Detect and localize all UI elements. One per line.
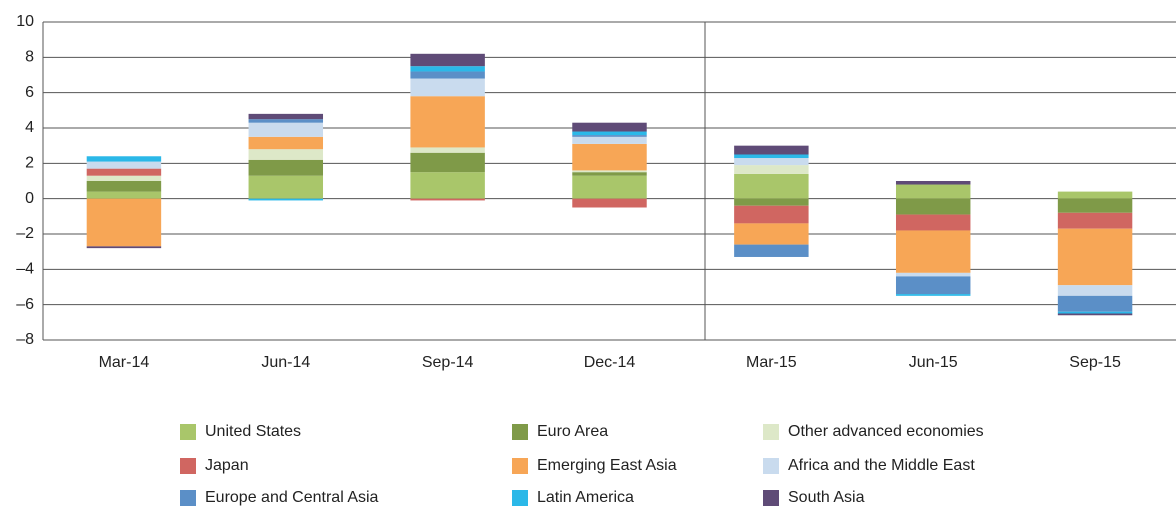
legend-label: Emerging East Asia [537, 457, 677, 474]
bar-segment [572, 143, 647, 171]
legend-swatch [763, 458, 779, 474]
y-tick-label: –8 [16, 331, 34, 348]
x-tick-label: Mar-14 [99, 354, 150, 371]
bar-segment [86, 161, 162, 169]
bar-segment [734, 158, 809, 166]
bar-segment [86, 246, 162, 249]
y-tick-label: 0 [25, 190, 34, 207]
bar-segment [410, 172, 485, 199]
bar-segment [734, 173, 809, 199]
legend-label: South Asia [788, 489, 865, 506]
bar-segment [572, 122, 647, 132]
bar-segment [86, 181, 162, 192]
bar-segment [734, 154, 809, 159]
bar-segment [734, 145, 809, 155]
y-tick-label: 6 [25, 84, 34, 101]
bar-segment [895, 294, 971, 296]
bar-segment [734, 223, 809, 245]
bar-segment [410, 71, 485, 79]
bar-segment [734, 198, 809, 206]
y-tick-label: 10 [16, 13, 34, 30]
bar-segment [86, 175, 162, 181]
bar-segment [734, 205, 809, 224]
x-tick-label: Sep-14 [422, 354, 474, 371]
legend-swatch [512, 458, 528, 474]
bar-segment [734, 244, 809, 257]
x-tick-label: Dec-14 [584, 354, 636, 371]
bar-segment [410, 152, 485, 173]
bar-segment [248, 113, 324, 120]
bar-segment [86, 168, 162, 176]
bar-segment [1057, 212, 1133, 229]
bar-segment [895, 272, 971, 277]
x-tick-label: Sep-15 [1069, 354, 1121, 371]
bar-segment [1057, 191, 1133, 199]
legend-swatch [512, 490, 528, 506]
bar-segment [895, 230, 971, 273]
legend-swatch [180, 490, 196, 506]
legend-label: Japan [205, 457, 249, 474]
bar-segment [1057, 198, 1133, 213]
x-tick-label: Jun-14 [261, 354, 310, 371]
bar-segment [248, 198, 324, 201]
x-tick-label: Jun-15 [909, 354, 958, 371]
bar-segment [895, 214, 971, 231]
bar-segment [248, 119, 324, 123]
bar-segment [410, 96, 485, 148]
bar-segment [86, 191, 162, 199]
bar-segment [734, 165, 809, 174]
y-tick-label: 2 [25, 155, 34, 172]
legend-swatch [763, 424, 779, 440]
bar-segment [410, 78, 485, 97]
bar-segment [248, 122, 324, 137]
bar-segment [572, 135, 647, 137]
bar-segment [572, 198, 647, 208]
bar-segment [248, 159, 324, 176]
legend-swatch [763, 490, 779, 506]
bar-segment [1057, 228, 1133, 286]
y-tick-label: 4 [25, 119, 34, 136]
y-tick-label: –6 [16, 296, 34, 313]
legend-swatch [180, 424, 196, 440]
legend-label: Euro Area [537, 423, 608, 440]
bar-segment [572, 136, 647, 144]
bar-segment [572, 131, 647, 136]
legend-label: Latin America [537, 489, 634, 506]
bar-segment [410, 66, 485, 72]
bar-segment [1057, 295, 1133, 312]
legend-label: Africa and the Middle East [788, 457, 975, 474]
legend-swatch [512, 424, 528, 440]
bar-segment [410, 147, 485, 153]
legend-swatch [180, 458, 196, 474]
bar-segment [410, 53, 485, 67]
bar-segment [86, 198, 162, 247]
bar-segment [1057, 285, 1133, 296]
bar-segment [895, 181, 971, 185]
bar-segment [1057, 311, 1133, 314]
bar-segment [1057, 313, 1133, 316]
legend-label: Europe and Central Asia [205, 489, 379, 506]
y-tick-label: –4 [16, 261, 34, 278]
bar-segment [895, 184, 971, 199]
bar-segment [572, 172, 647, 176]
legend-label: Other advanced economies [788, 423, 984, 440]
bar-segment [248, 149, 324, 160]
bar-segment [572, 175, 647, 199]
bar-segment [895, 198, 971, 215]
bar-segment [248, 175, 324, 199]
legend-label: United States [205, 423, 301, 440]
bar-segment [410, 198, 485, 201]
bar-segment [248, 136, 324, 150]
x-tick-label: Mar-15 [746, 354, 797, 371]
bar-segment [86, 156, 162, 162]
bar-segment [895, 276, 971, 295]
y-tick-label: 8 [25, 49, 34, 66]
y-tick-label: –2 [16, 225, 34, 242]
bar-segment [572, 170, 647, 173]
